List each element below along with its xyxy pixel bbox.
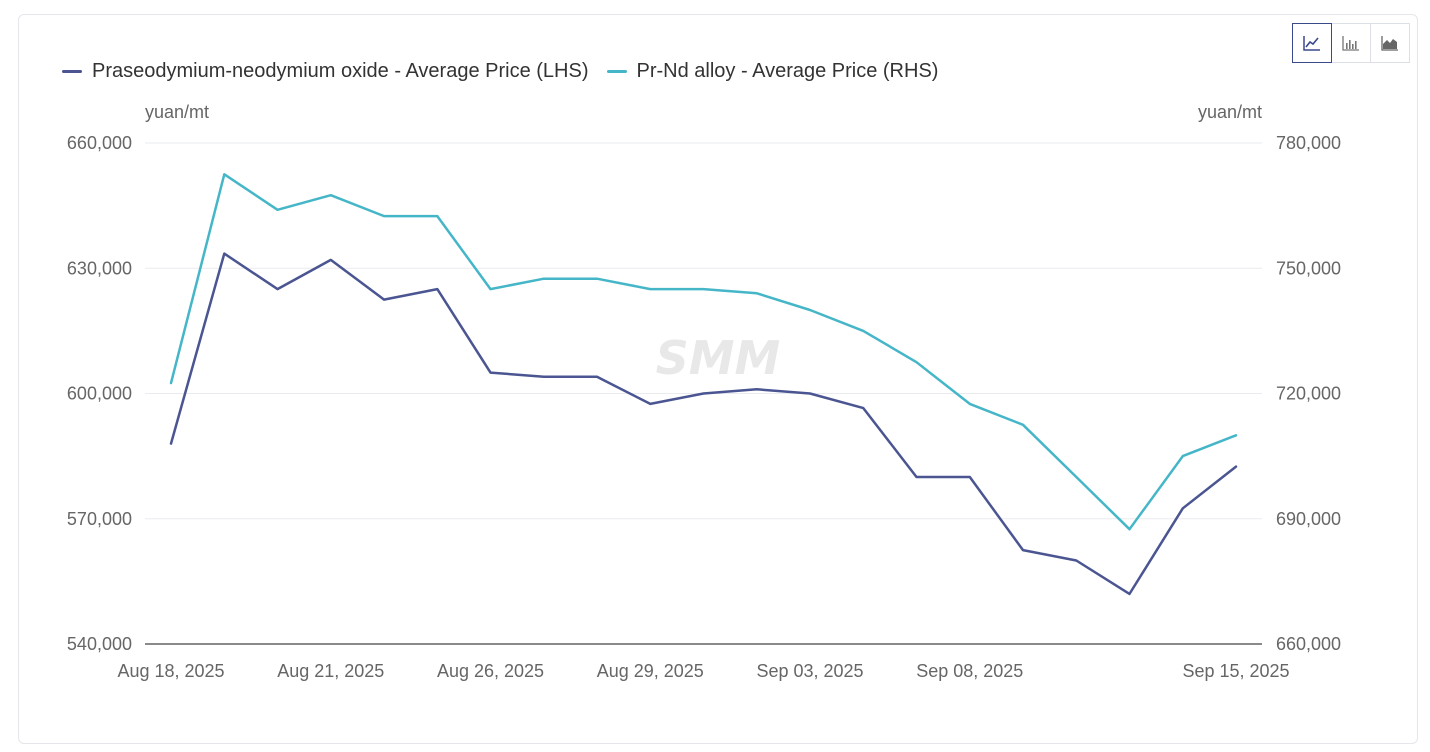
y-left-tick-label: 600,000 (67, 384, 132, 404)
x-tick-label: Aug 29, 2025 (597, 661, 704, 681)
area-chart-button[interactable] (1370, 23, 1410, 63)
legend-swatch-series1 (62, 70, 82, 73)
data-point-series2[interactable] (1017, 419, 1029, 431)
data-point-series2[interactable] (325, 189, 337, 201)
y-right-tick-label: 720,000 (1276, 384, 1341, 404)
series-line-2 (169, 173, 1238, 531)
data-point-series1[interactable] (325, 254, 337, 266)
data-point-series2[interactable] (218, 168, 230, 180)
data-point-series2[interactable] (1230, 429, 1242, 441)
data-point-series2[interactable] (1177, 450, 1189, 462)
data-point-series1[interactable] (857, 402, 869, 414)
data-point-series2[interactable] (538, 273, 550, 285)
legend-swatch-series2 (606, 70, 627, 73)
data-point-series1[interactable] (1230, 461, 1242, 473)
data-point-series2[interactable] (857, 325, 869, 337)
data-point-series2[interactable] (591, 273, 603, 285)
data-point-series1[interactable] (1124, 588, 1136, 600)
data-point-series2[interactable] (378, 210, 390, 222)
y-left-tick-label: 630,000 (67, 258, 132, 278)
y-left-tick-label: 540,000 (67, 634, 132, 654)
data-point-series1[interactable] (218, 248, 230, 260)
data-point-series1[interactable] (911, 471, 923, 483)
data-point-series1[interactable] (1070, 555, 1082, 567)
legend-label-series2: Pr-Nd alloy - Average Price (RHS) (636, 60, 939, 82)
data-point-series1[interactable] (964, 471, 976, 483)
data-point-series2[interactable] (485, 283, 497, 295)
area-chart-icon (1381, 36, 1398, 51)
watermark-logo: SMM (656, 331, 781, 385)
data-point-series1[interactable] (165, 438, 177, 450)
data-point-series1[interactable] (1177, 502, 1189, 514)
y-right-tick-label: 750,000 (1276, 258, 1341, 278)
data-point-series2[interactable] (644, 283, 656, 295)
legend-label-series1: Praseodymium-neodymium oxide - Average P… (92, 60, 589, 82)
data-point-series1[interactable] (591, 371, 603, 383)
chart-legend: Praseodymium-neodymium oxide - Average P… (62, 60, 956, 83)
data-point-series2[interactable] (751, 287, 763, 299)
x-tick-label: Aug 26, 2025 (437, 661, 544, 681)
data-point-series2[interactable] (911, 356, 923, 368)
series-line-1 (169, 252, 1238, 596)
y-left-tick-label: 660,000 (67, 133, 132, 153)
data-point-series2[interactable] (698, 283, 710, 295)
data-point-series2[interactable] (1070, 471, 1082, 483)
data-point-series2[interactable] (431, 210, 443, 222)
data-point-series1[interactable] (698, 388, 710, 400)
data-point-series1[interactable] (751, 383, 763, 395)
left-axis-unit: yuan/mt (145, 102, 210, 122)
data-point-series1[interactable] (644, 398, 656, 410)
chart-type-toolbar (1292, 23, 1410, 63)
data-point-series1[interactable] (272, 283, 284, 295)
data-point-series1[interactable] (804, 388, 816, 400)
bar-chart-button[interactable] (1331, 23, 1371, 63)
legend-item-series2[interactable]: Pr-Nd alloy - Average Price (RHS) (606, 60, 939, 83)
y-left-tick-label: 570,000 (67, 509, 132, 529)
x-tick-label: Aug 18, 2025 (117, 661, 224, 681)
line-chart-icon (1303, 36, 1320, 51)
data-point-series1[interactable] (538, 371, 550, 383)
data-point-series1[interactable] (431, 283, 443, 295)
x-tick-label: Sep 15, 2025 (1182, 661, 1289, 681)
y-right-tick-label: 660,000 (1276, 634, 1341, 654)
data-point-series2[interactable] (964, 398, 976, 410)
y-right-tick-label: 780,000 (1276, 133, 1341, 153)
data-point-series1[interactable] (1017, 544, 1029, 556)
x-tick-label: Sep 08, 2025 (916, 661, 1023, 681)
y-right-tick-label: 690,000 (1276, 509, 1341, 529)
data-point-series1[interactable] (378, 294, 390, 306)
data-point-series2[interactable] (165, 377, 177, 389)
line-chart-button[interactable] (1292, 23, 1332, 63)
data-point-series2[interactable] (804, 304, 816, 316)
bar-chart-icon (1342, 36, 1359, 51)
data-point-series1[interactable] (485, 367, 497, 379)
chart-card (18, 14, 1418, 744)
legend-item-series1[interactable]: Praseodymium-neodymium oxide - Average P… (62, 60, 589, 83)
right-axis-unit: yuan/mt (1197, 102, 1262, 122)
data-point-series2[interactable] (272, 204, 284, 216)
x-tick-label: Sep 03, 2025 (756, 661, 863, 681)
x-tick-label: Aug 21, 2025 (277, 661, 384, 681)
data-point-series2[interactable] (1124, 523, 1136, 535)
